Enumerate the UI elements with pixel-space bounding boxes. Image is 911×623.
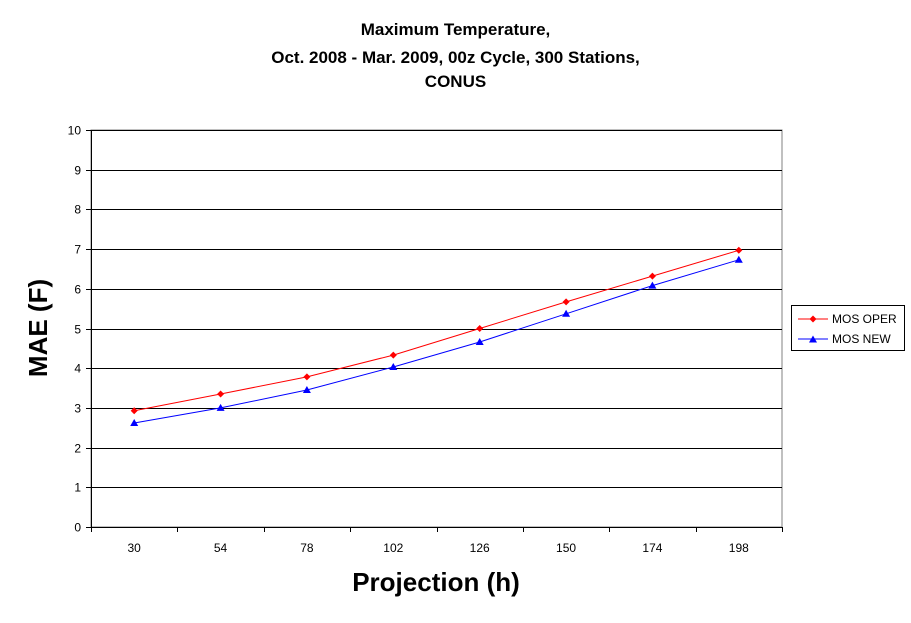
y-tick-label: 1	[74, 481, 81, 495]
data-point-mos-new	[648, 281, 657, 289]
data-point-mos-oper	[130, 407, 138, 415]
y-tick-label: 8	[74, 203, 81, 217]
chart-title-line-1: Maximum Temperature,	[360, 20, 551, 39]
y-tick-label: 2	[74, 442, 81, 456]
y-axis-label: MAE (F)	[23, 279, 53, 377]
x-tick-label: 174	[642, 541, 662, 555]
legend-swatch-mos-oper	[798, 315, 828, 323]
series-line-mos-oper	[134, 249, 739, 412]
y-tick-label: 6	[74, 283, 81, 297]
legend: MOS OPER MOS NEW	[791, 305, 905, 351]
legend-swatch-mos-new	[798, 335, 828, 343]
data-point-mos-oper	[303, 373, 311, 381]
legend-item-mos-new: MOS NEW	[798, 330, 891, 348]
data-point-mos-new	[302, 386, 311, 393]
data-point-mos-new	[389, 363, 398, 370]
plot-border	[90, 129, 783, 528]
chart-title-line-2: Oct. 2008 - Mar. 2009, 00z Cycle, 300 St…	[271, 48, 640, 67]
x-tick-label: 54	[214, 541, 228, 555]
y-tick-label: 4	[74, 362, 81, 376]
x-tick-label: 78	[300, 541, 314, 555]
x-tick-label: 198	[729, 541, 749, 555]
x-tick-label: 102	[383, 541, 403, 555]
data-point-mos-oper	[476, 325, 484, 332]
data-point-mos-new	[475, 338, 484, 345]
data-point-mos-new	[734, 255, 743, 263]
y-tick-label: 0	[74, 521, 81, 535]
y-tick-label: 10	[68, 124, 82, 138]
x-tick-label: 126	[470, 541, 490, 555]
x-axis-label: Projection (h)	[352, 567, 520, 597]
data-point-mos-oper	[735, 246, 743, 254]
legend-label-mos-new: MOS NEW	[832, 332, 891, 346]
y-tick-label: 3	[74, 402, 81, 416]
chart-title-line-3: CONUS	[424, 72, 487, 91]
data-point-mos-new	[130, 419, 139, 426]
y-tick-label: 9	[74, 164, 81, 178]
data-point-mos-oper	[648, 272, 656, 280]
data-point-mos-new	[562, 309, 571, 317]
data-point-mos-oper	[562, 298, 570, 306]
y-tick-label: 5	[74, 323, 81, 337]
data-point-mos-oper	[389, 351, 397, 359]
y-tick-label: 7	[74, 243, 81, 257]
x-tick-label: 150	[556, 541, 576, 555]
series-line-mos-new	[134, 259, 739, 424]
legend-label-mos-oper: MOS OPER	[832, 312, 897, 326]
data-point-mos-oper	[217, 390, 225, 398]
x-tick-label: 30	[128, 541, 142, 555]
data-point-mos-new	[216, 403, 225, 411]
legend-item-mos-oper: MOS OPER	[798, 310, 897, 328]
